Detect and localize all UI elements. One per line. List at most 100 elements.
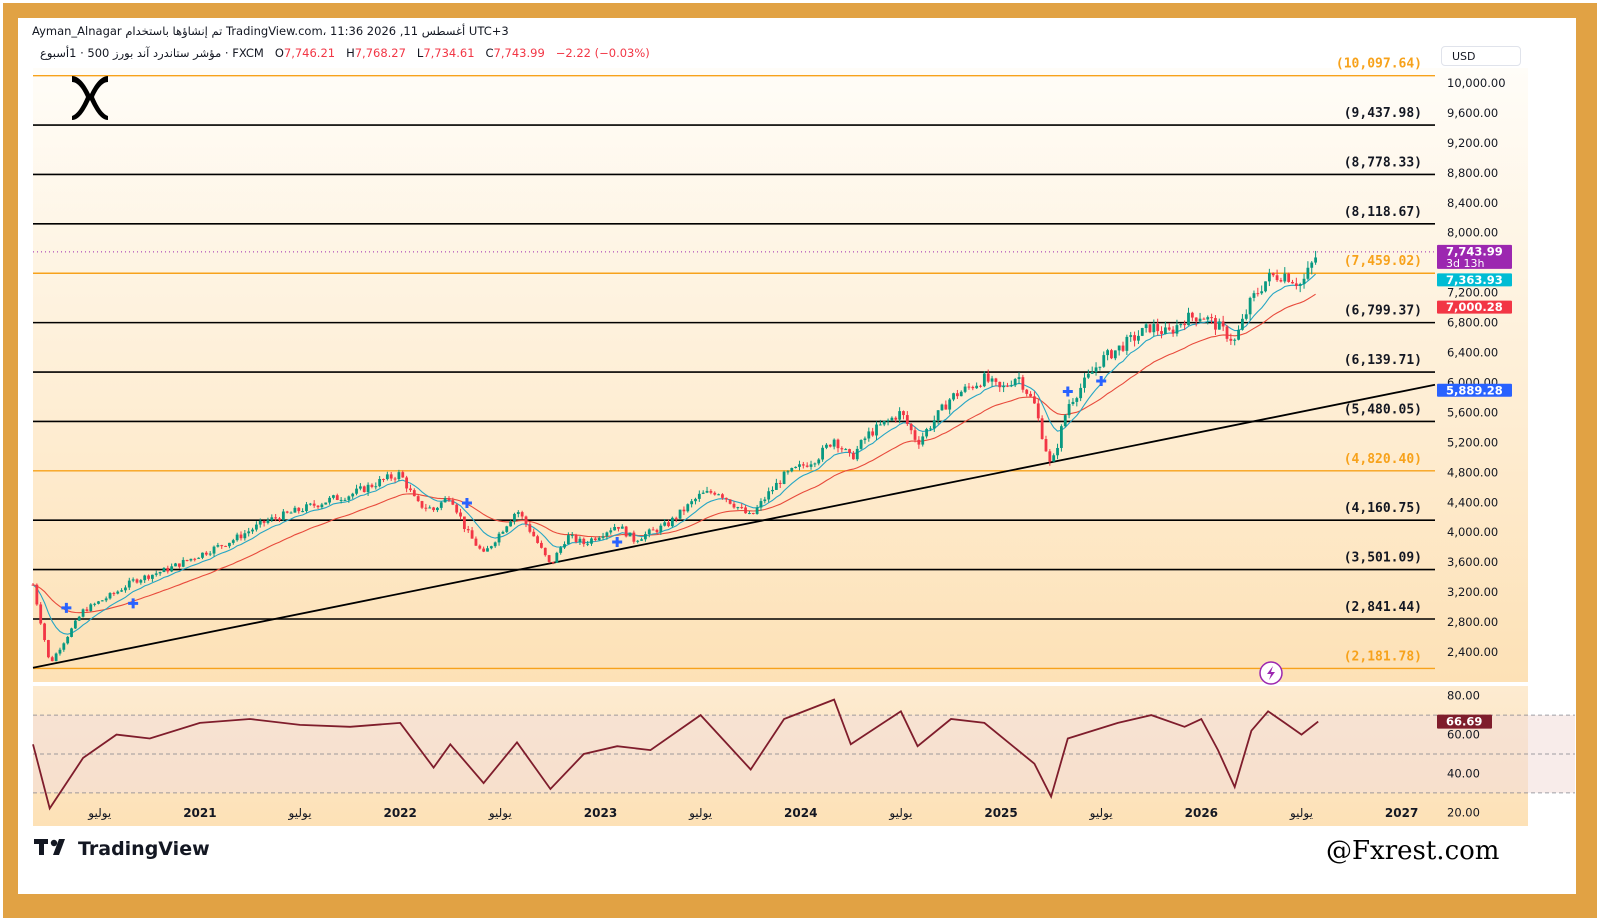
candle-body xyxy=(1244,314,1248,319)
y-axis-tick-label: 3,200.00 xyxy=(1447,585,1498,599)
candle-body xyxy=(108,593,112,599)
candle-body xyxy=(432,507,435,511)
tradingview-name: TradingView xyxy=(78,838,210,860)
candle-body xyxy=(231,540,235,543)
candle-body xyxy=(1129,335,1133,337)
candle-body xyxy=(790,467,794,472)
candle-body xyxy=(1160,331,1163,334)
candle-body xyxy=(1260,291,1264,294)
candle-body xyxy=(409,488,412,491)
candle-body xyxy=(174,563,177,567)
candles-group xyxy=(31,250,1317,662)
candle-body xyxy=(1090,372,1094,374)
candle-body xyxy=(77,616,81,621)
symbol-name[interactable]: مؤشر ستاندرد آند بورز 500 · 1أسبوع · FXC… xyxy=(40,46,264,60)
candle-body xyxy=(825,444,828,448)
candle-body xyxy=(936,410,940,421)
candle-body xyxy=(166,567,170,572)
y-axis-tick-label: 9,200.00 xyxy=(1447,136,1498,150)
candle-body xyxy=(971,386,975,389)
plus-marker xyxy=(1096,375,1107,386)
candle-body xyxy=(420,501,424,508)
candle-body xyxy=(1171,329,1175,334)
candle-body xyxy=(1306,267,1310,279)
candle-body xyxy=(1144,324,1148,329)
rsi-line xyxy=(32,698,1319,811)
candle-body xyxy=(744,507,747,514)
candle-body xyxy=(859,440,863,449)
candle-body xyxy=(1086,373,1090,378)
candle-body xyxy=(124,587,127,591)
candle-body xyxy=(343,499,347,501)
candle-body xyxy=(1125,336,1129,351)
candle-body xyxy=(1067,404,1071,416)
candle-body xyxy=(1283,273,1287,282)
y-axis-tick-label: 10,000.00 xyxy=(1447,76,1506,90)
candle-body xyxy=(1179,324,1183,326)
candle-body xyxy=(1036,403,1040,419)
candle-body xyxy=(505,526,509,532)
candle-body xyxy=(35,584,39,605)
candle-body xyxy=(1217,321,1221,330)
candle-body xyxy=(886,420,890,422)
candle-body xyxy=(798,464,801,467)
ema-slow-line xyxy=(32,293,1316,614)
candle-body xyxy=(979,385,982,387)
candle-body xyxy=(1106,350,1110,356)
candle-body xyxy=(358,486,362,489)
candle-body xyxy=(177,563,181,567)
candle-body xyxy=(31,584,35,586)
fib-level-label: (7,459.02) xyxy=(1344,254,1422,269)
candle-body xyxy=(574,534,578,542)
candle-body xyxy=(285,511,289,513)
candle-body xyxy=(1183,324,1187,326)
candle-body xyxy=(127,580,131,588)
x-axis-tick-label: 2024 xyxy=(784,806,817,820)
candle-body xyxy=(774,482,778,490)
x-axis-tick-label: 2021 xyxy=(183,806,216,820)
candle-body xyxy=(1291,281,1294,284)
plus-marker xyxy=(612,536,623,547)
x-axis-tick-label: 2025 xyxy=(984,806,1017,820)
candle-body xyxy=(197,557,201,559)
candle-body xyxy=(721,494,724,498)
plus-marker xyxy=(128,598,139,609)
candle-body xyxy=(663,522,667,526)
fib-level-label: (3,501.09) xyxy=(1344,551,1422,566)
tradingview-logo[interactable]: TradingView xyxy=(34,838,210,860)
candle-body xyxy=(940,404,944,411)
candle-body xyxy=(351,493,355,497)
low-value: 7,734.61 xyxy=(423,46,475,60)
candle-body xyxy=(786,471,790,473)
candle-body xyxy=(1163,327,1167,334)
candle-body xyxy=(1202,318,1206,320)
candle-body xyxy=(902,411,905,416)
candle-body xyxy=(1110,350,1113,359)
candle-body xyxy=(201,552,204,558)
candle-body xyxy=(254,524,258,530)
candle-body xyxy=(990,378,994,382)
candle-body xyxy=(1156,324,1160,332)
candle-body xyxy=(151,574,154,579)
candle-body xyxy=(1121,345,1125,351)
candle-body xyxy=(636,540,640,542)
price-tag-label: 5,889.28 xyxy=(1446,383,1503,397)
candle-body xyxy=(832,439,836,447)
plus-marker xyxy=(1062,386,1073,397)
currency-selector[interactable]: USD xyxy=(1441,46,1521,66)
candle-body xyxy=(251,529,254,532)
y-axis-tick-label: 8,400.00 xyxy=(1447,196,1498,210)
candle-body xyxy=(536,536,539,543)
candle-body xyxy=(543,547,547,556)
candle-body xyxy=(836,439,840,449)
candle-body xyxy=(913,430,917,440)
candle-body xyxy=(116,591,120,594)
candle-body xyxy=(1063,415,1067,427)
high-label: H xyxy=(346,46,355,60)
candle-body xyxy=(878,424,882,426)
candle-body xyxy=(493,542,497,547)
candle-body xyxy=(1275,275,1279,281)
candle-body xyxy=(771,489,774,492)
countdown-label: 3d 13h xyxy=(1446,257,1484,270)
